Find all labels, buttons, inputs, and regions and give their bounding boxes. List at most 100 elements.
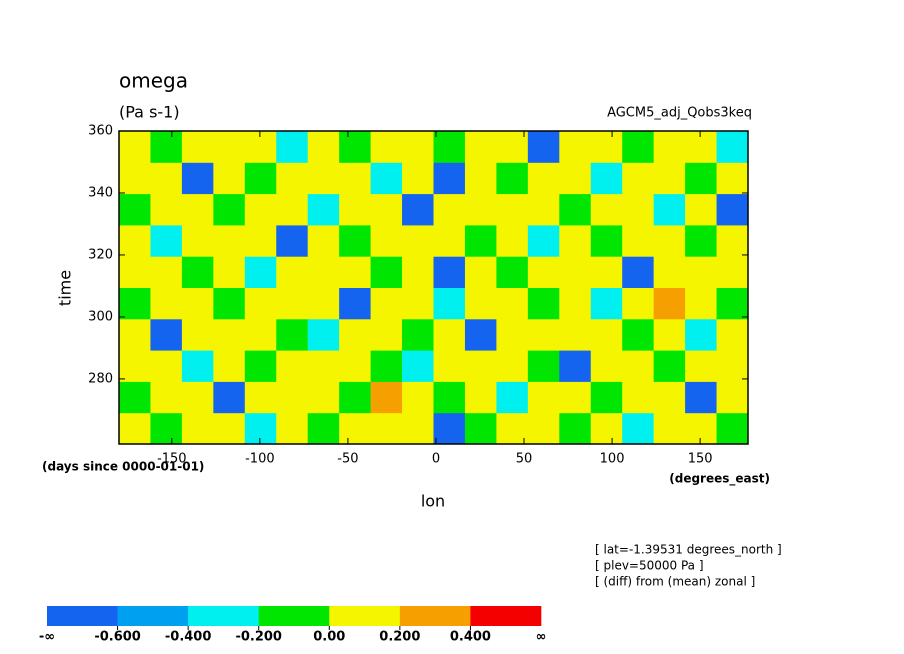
cell bbox=[213, 224, 246, 257]
cell bbox=[559, 193, 592, 226]
cell bbox=[244, 287, 277, 320]
cell bbox=[685, 162, 718, 195]
cell bbox=[276, 131, 309, 163]
cell bbox=[433, 318, 466, 351]
cell bbox=[339, 412, 372, 445]
subtitle: (Pa s-1) bbox=[119, 103, 180, 122]
cell bbox=[276, 381, 309, 414]
y-tick-label: 320 bbox=[88, 247, 113, 262]
cell bbox=[653, 131, 686, 163]
cell bbox=[590, 131, 623, 163]
cell bbox=[402, 131, 434, 163]
cell bbox=[653, 381, 686, 414]
cell bbox=[433, 162, 466, 195]
cell bbox=[150, 318, 183, 351]
cell bbox=[339, 350, 372, 382]
cell bbox=[181, 287, 214, 320]
cell bbox=[402, 162, 434, 195]
cell bbox=[150, 131, 183, 163]
plot-frame bbox=[118, 130, 749, 445]
cell bbox=[590, 318, 623, 351]
x-unit: (degrees_east) bbox=[669, 472, 770, 487]
cell bbox=[402, 256, 434, 288]
cell bbox=[464, 381, 497, 414]
cell bbox=[181, 412, 214, 445]
cell bbox=[622, 318, 655, 351]
cell bbox=[276, 350, 309, 382]
cell bbox=[716, 162, 749, 195]
cell bbox=[433, 350, 466, 382]
cell bbox=[244, 256, 277, 288]
y-axis-label: time bbox=[56, 270, 75, 306]
cell bbox=[119, 287, 151, 320]
cell bbox=[181, 256, 214, 288]
cell bbox=[181, 162, 214, 195]
cell bbox=[119, 162, 151, 195]
cell bbox=[119, 350, 151, 382]
cell bbox=[307, 350, 340, 382]
cell bbox=[622, 350, 655, 382]
cell bbox=[244, 318, 277, 351]
x-tick-label: 150 bbox=[688, 452, 713, 467]
cell bbox=[213, 131, 246, 163]
colorbar-label: ∞ bbox=[536, 630, 547, 645]
cell bbox=[496, 224, 529, 257]
colorbar-label: 0.200 bbox=[379, 630, 420, 645]
cell bbox=[307, 318, 340, 351]
cell bbox=[622, 224, 655, 257]
cell bbox=[181, 131, 214, 163]
cell bbox=[685, 193, 718, 226]
cell bbox=[119, 193, 151, 226]
cell bbox=[339, 193, 372, 226]
cell bbox=[370, 193, 403, 226]
x-tick-label: 0 bbox=[432, 452, 440, 467]
colorbar-swatch bbox=[258, 606, 330, 626]
cell bbox=[464, 256, 497, 288]
colorbar-label: 0.00 bbox=[313, 630, 345, 645]
cell bbox=[402, 318, 434, 351]
cell bbox=[590, 162, 623, 195]
cell bbox=[150, 256, 183, 288]
cell bbox=[307, 193, 340, 226]
cell bbox=[496, 412, 529, 445]
cell bbox=[527, 412, 560, 445]
cell bbox=[685, 256, 718, 288]
cell bbox=[716, 131, 749, 163]
cell bbox=[716, 350, 749, 382]
cell bbox=[119, 412, 151, 445]
cell bbox=[464, 318, 497, 351]
cell bbox=[339, 131, 372, 163]
cell bbox=[559, 131, 592, 163]
cell bbox=[527, 381, 560, 414]
cell bbox=[276, 256, 309, 288]
cell bbox=[150, 381, 183, 414]
cell bbox=[527, 287, 560, 320]
cell bbox=[622, 256, 655, 288]
x-axis-label: lon bbox=[421, 492, 445, 511]
y-tick-label: 360 bbox=[88, 124, 113, 139]
cell bbox=[181, 381, 214, 414]
cell bbox=[496, 287, 529, 320]
cell bbox=[433, 412, 466, 445]
cell bbox=[402, 224, 434, 257]
cell bbox=[339, 318, 372, 351]
cell bbox=[213, 412, 246, 445]
cell bbox=[213, 193, 246, 226]
note: [ plev=50000 Pa ] bbox=[595, 559, 704, 573]
cell bbox=[559, 350, 592, 382]
cell bbox=[653, 256, 686, 288]
cell bbox=[276, 162, 309, 195]
cell bbox=[685, 412, 718, 445]
cell bbox=[685, 131, 718, 163]
cell bbox=[433, 131, 466, 163]
cell bbox=[653, 412, 686, 445]
cell bbox=[496, 131, 529, 163]
cell bbox=[496, 256, 529, 288]
cell bbox=[496, 162, 529, 195]
cell bbox=[527, 350, 560, 382]
cell bbox=[559, 162, 592, 195]
cell bbox=[244, 162, 277, 195]
cell bbox=[559, 224, 592, 257]
cell bbox=[150, 224, 183, 257]
cell bbox=[527, 256, 560, 288]
